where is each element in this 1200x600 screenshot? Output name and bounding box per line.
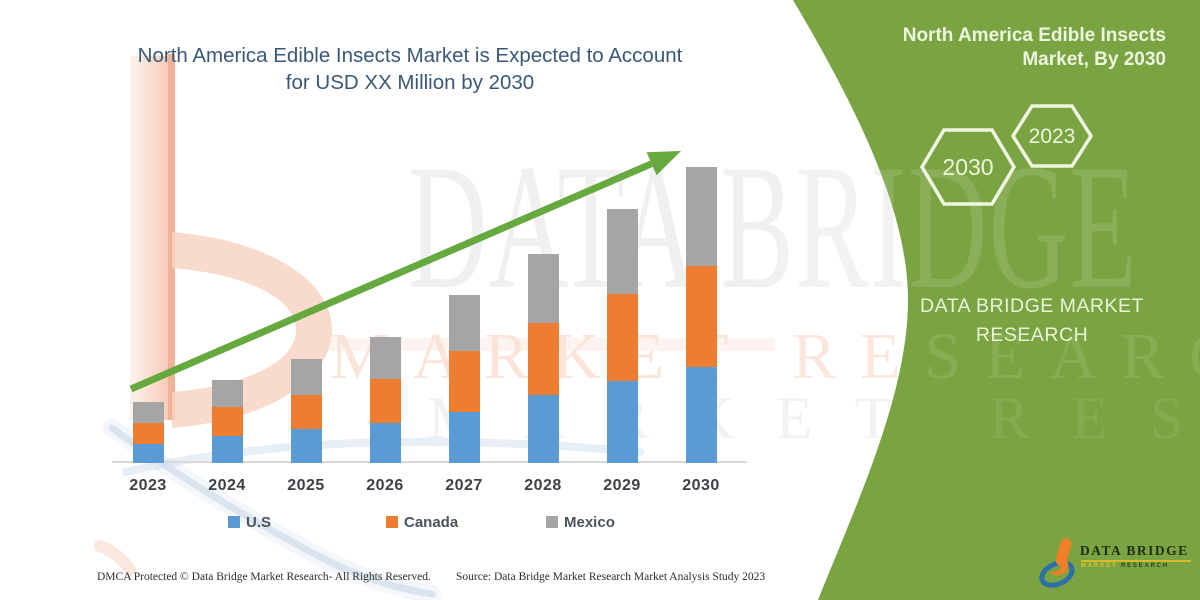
panel-title-line1: North America Edible Insects [902,25,1166,46]
bar-segment-canada-2023 [132,423,164,444]
legend-item-mexico: Mexico [546,514,615,531]
growth-arrow-shaft [129,160,653,393]
x-axis-label-2028: 2028 [524,477,562,494]
bar-segment-canada-2025 [290,395,322,429]
bar-2028 [527,254,559,463]
logo-wordmark: DATA BRIDGE [1080,543,1189,558]
legend-label-mexico: Mexico [564,514,615,531]
watermark-b-stem-edge [168,54,175,420]
data-bridge-logo: DATA BRIDGE MARKET RESEARCH [1038,536,1194,592]
bar-segment-us-2024 [211,436,243,463]
logo-subtitle: MARKET RESEARCH [1081,560,1191,569]
logo-subtitle-research: RESEARCH [1120,563,1170,569]
bar-2030 [685,167,717,463]
data-bridge-logo-icon [1039,538,1075,588]
bar-segment-mexico-2030 [685,167,717,266]
bar-segment-us-2030 [685,367,717,463]
bar-segment-mexico-2024 [211,380,243,407]
legend-swatch-canada [386,516,398,528]
logo-blue-swoosh [1039,560,1075,588]
x-axis-line [112,461,747,463]
bar-2024 [211,380,243,463]
bar-segment-us-2027 [448,412,480,463]
watermark-b-stem [130,56,168,420]
hexagon-2030 [919,128,1017,206]
watermark-text-on-green-1: DATA BRIDGE [780,128,1138,327]
bar-2027 [448,295,480,463]
bar-segment-us-2025 [290,429,322,463]
bar-segment-us-2028 [527,395,559,463]
panel-brand-line1: DATA BRIDGE MARKET [920,295,1144,317]
logo-subtitle-market: MARKET [1081,563,1118,569]
bar-segment-canada-2027 [448,351,480,412]
hexagon-2023 [1010,104,1094,168]
watermark-text-on-green-2: MARKET RESEARCH [780,320,1200,393]
bar-segment-mexico-2027 [448,295,480,351]
bar-segment-mexico-2028 [527,254,559,323]
legend-item-us: U.S [228,514,272,531]
x-axis-label-2029: 2029 [603,477,641,494]
green-panel-shape [793,0,1200,600]
legend-label-us: U.S [246,514,272,531]
bar-segment-canada-2024 [211,407,243,436]
chart-title-line1: North America Edible Insects Market is E… [137,44,683,67]
bar-segment-mexico-2029 [606,209,638,294]
x-axis-label-2023: 2023 [129,477,167,494]
chart-title: North America Edible Insects Market is E… [60,42,760,96]
x-axis-label-2025: 2025 [287,477,325,494]
panel-brand-line2: RESEARCH [975,324,1089,346]
x-axis-label-2024: 2024 [208,477,246,494]
footer-source-text: Source: Data Bridge Market Research Mark… [456,571,766,583]
bar-2023 [132,402,164,463]
panel-title-line2: Market, By 2030 [1022,48,1166,70]
legend-label-canada: Canada [404,514,459,531]
bar-segment-mexico-2026 [369,337,401,379]
footer-dmca-text: DMCA Protected © Data Bridge Market Rese… [97,571,431,583]
watermark-swoosh-peach [94,540,136,576]
chart-title-line2: for USD XX Million by 2030 [285,71,535,94]
bar-segment-us-2026 [369,423,401,463]
hexagon-2030-label: 2030 [942,154,993,180]
logo-orange-bowl [1049,554,1069,576]
x-axis-label-2026: 2026 [366,477,404,494]
watermark-text-on-green-3: MARKET RESEARCH [780,385,1200,451]
legend-swatch-mexico [546,516,558,528]
bar-segment-canada-2030 [685,266,717,367]
legend-swatch-us [228,516,240,528]
bar-segment-mexico-2025 [290,359,322,395]
bar-segment-mexico-2023 [132,402,164,423]
bar-segment-canada-2028 [527,323,559,395]
legend-item-canada: Canada [386,514,459,531]
x-axis-label-2027: 2027 [445,477,483,494]
panel-title: North America Edible Insects Market, By … [736,24,1166,71]
hexagon-2023-label: 2023 [1029,125,1076,148]
bar-2029 [606,209,638,463]
green-watermark-clip: DATA BRIDGE MARKET RESEARCH MARKET RESEA… [780,0,1200,600]
bar-2025 [290,359,322,463]
panel-brand-text: DATA BRIDGE MARKET RESEARCH [862,292,1200,350]
logo-orange-stem [1055,538,1072,566]
x-axis-label-2030: 2030 [682,477,720,494]
bar-2026 [369,337,401,463]
bar-segment-us-2029 [606,381,638,463]
bar-segment-canada-2029 [606,294,638,381]
growth-arrow-head [646,151,681,176]
bar-segment-us-2023 [132,444,164,463]
bar-segment-canada-2026 [369,379,401,423]
